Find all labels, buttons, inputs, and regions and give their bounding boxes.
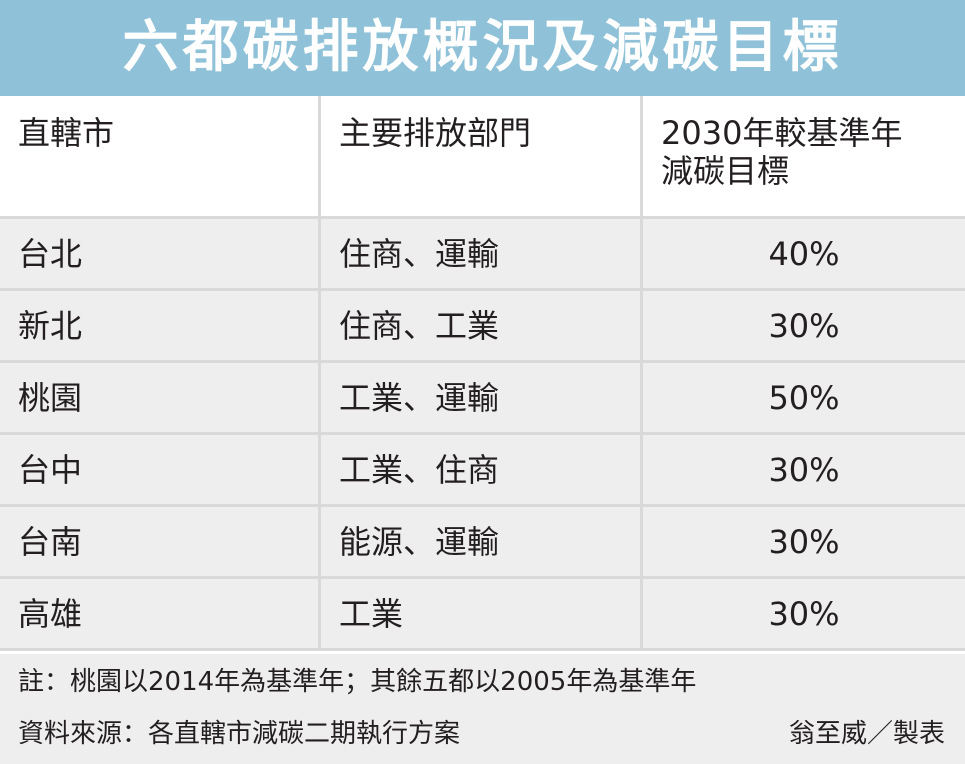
target-cell: 30% — [768, 450, 840, 489]
table-row: 新北 住商、工業 30% — [0, 291, 965, 363]
city-cell: 桃園 — [0, 363, 321, 432]
city-cell: 台北 — [0, 219, 321, 288]
emissions-table: 直轄市 主要排放部門 2030年較基準年 減碳目標 台北 住商、運輸 40% 新… — [0, 96, 965, 651]
title-banner: 六都碳排放概況及減碳目標 — [0, 0, 965, 96]
table-row: 台南 能源、運輸 30% — [0, 507, 965, 579]
sector-cell: 工業、住商 — [321, 435, 643, 504]
target-cell: 30% — [768, 522, 840, 561]
header-target-line1: 2030年較基準年 — [661, 114, 903, 152]
header-city: 直轄市 — [0, 96, 321, 216]
source-line: 資料來源：各直轄市減碳二期執行方案 — [18, 719, 461, 749]
table-row: 桃園 工業、運輸 50% — [0, 363, 965, 435]
sector-cell: 住商、工業 — [321, 291, 643, 360]
table-header-row: 直轄市 主要排放部門 2030年較基準年 減碳目標 — [0, 96, 965, 219]
sector-cell: 能源、運輸 — [321, 507, 643, 576]
target-cell: 40% — [768, 234, 840, 273]
page-title: 六都碳排放概況及減碳目標 — [122, 15, 843, 80]
sector-cell: 住商、運輸 — [321, 219, 643, 288]
footnote: 註：桃園以2014年為基準年；其餘五都以2005年為基準年 — [18, 667, 697, 697]
table-row: 台北 住商、運輸 40% — [0, 219, 965, 291]
city-cell: 台中 — [0, 435, 321, 504]
credit-line: 翁至威／製表 — [788, 719, 945, 749]
footer: 註：桃園以2014年為基準年；其餘五都以2005年為基準年 資料來源：各直轄市減… — [0, 654, 965, 764]
sector-cell: 工業、運輸 — [321, 363, 643, 432]
header-target-line2: 減碳目標 — [661, 152, 790, 190]
target-cell: 30% — [768, 594, 840, 633]
header-sector: 主要排放部門 — [321, 96, 643, 216]
target-cell: 50% — [768, 378, 840, 417]
city-cell: 新北 — [0, 291, 321, 360]
table-row: 高雄 工業 30% — [0, 579, 965, 651]
header-target: 2030年較基準年 減碳目標 — [643, 96, 965, 216]
target-cell: 30% — [768, 306, 840, 345]
city-cell: 高雄 — [0, 579, 321, 648]
city-cell: 台南 — [0, 507, 321, 576]
sector-cell: 工業 — [321, 579, 643, 648]
table-row: 台中 工業、住商 30% — [0, 435, 965, 507]
